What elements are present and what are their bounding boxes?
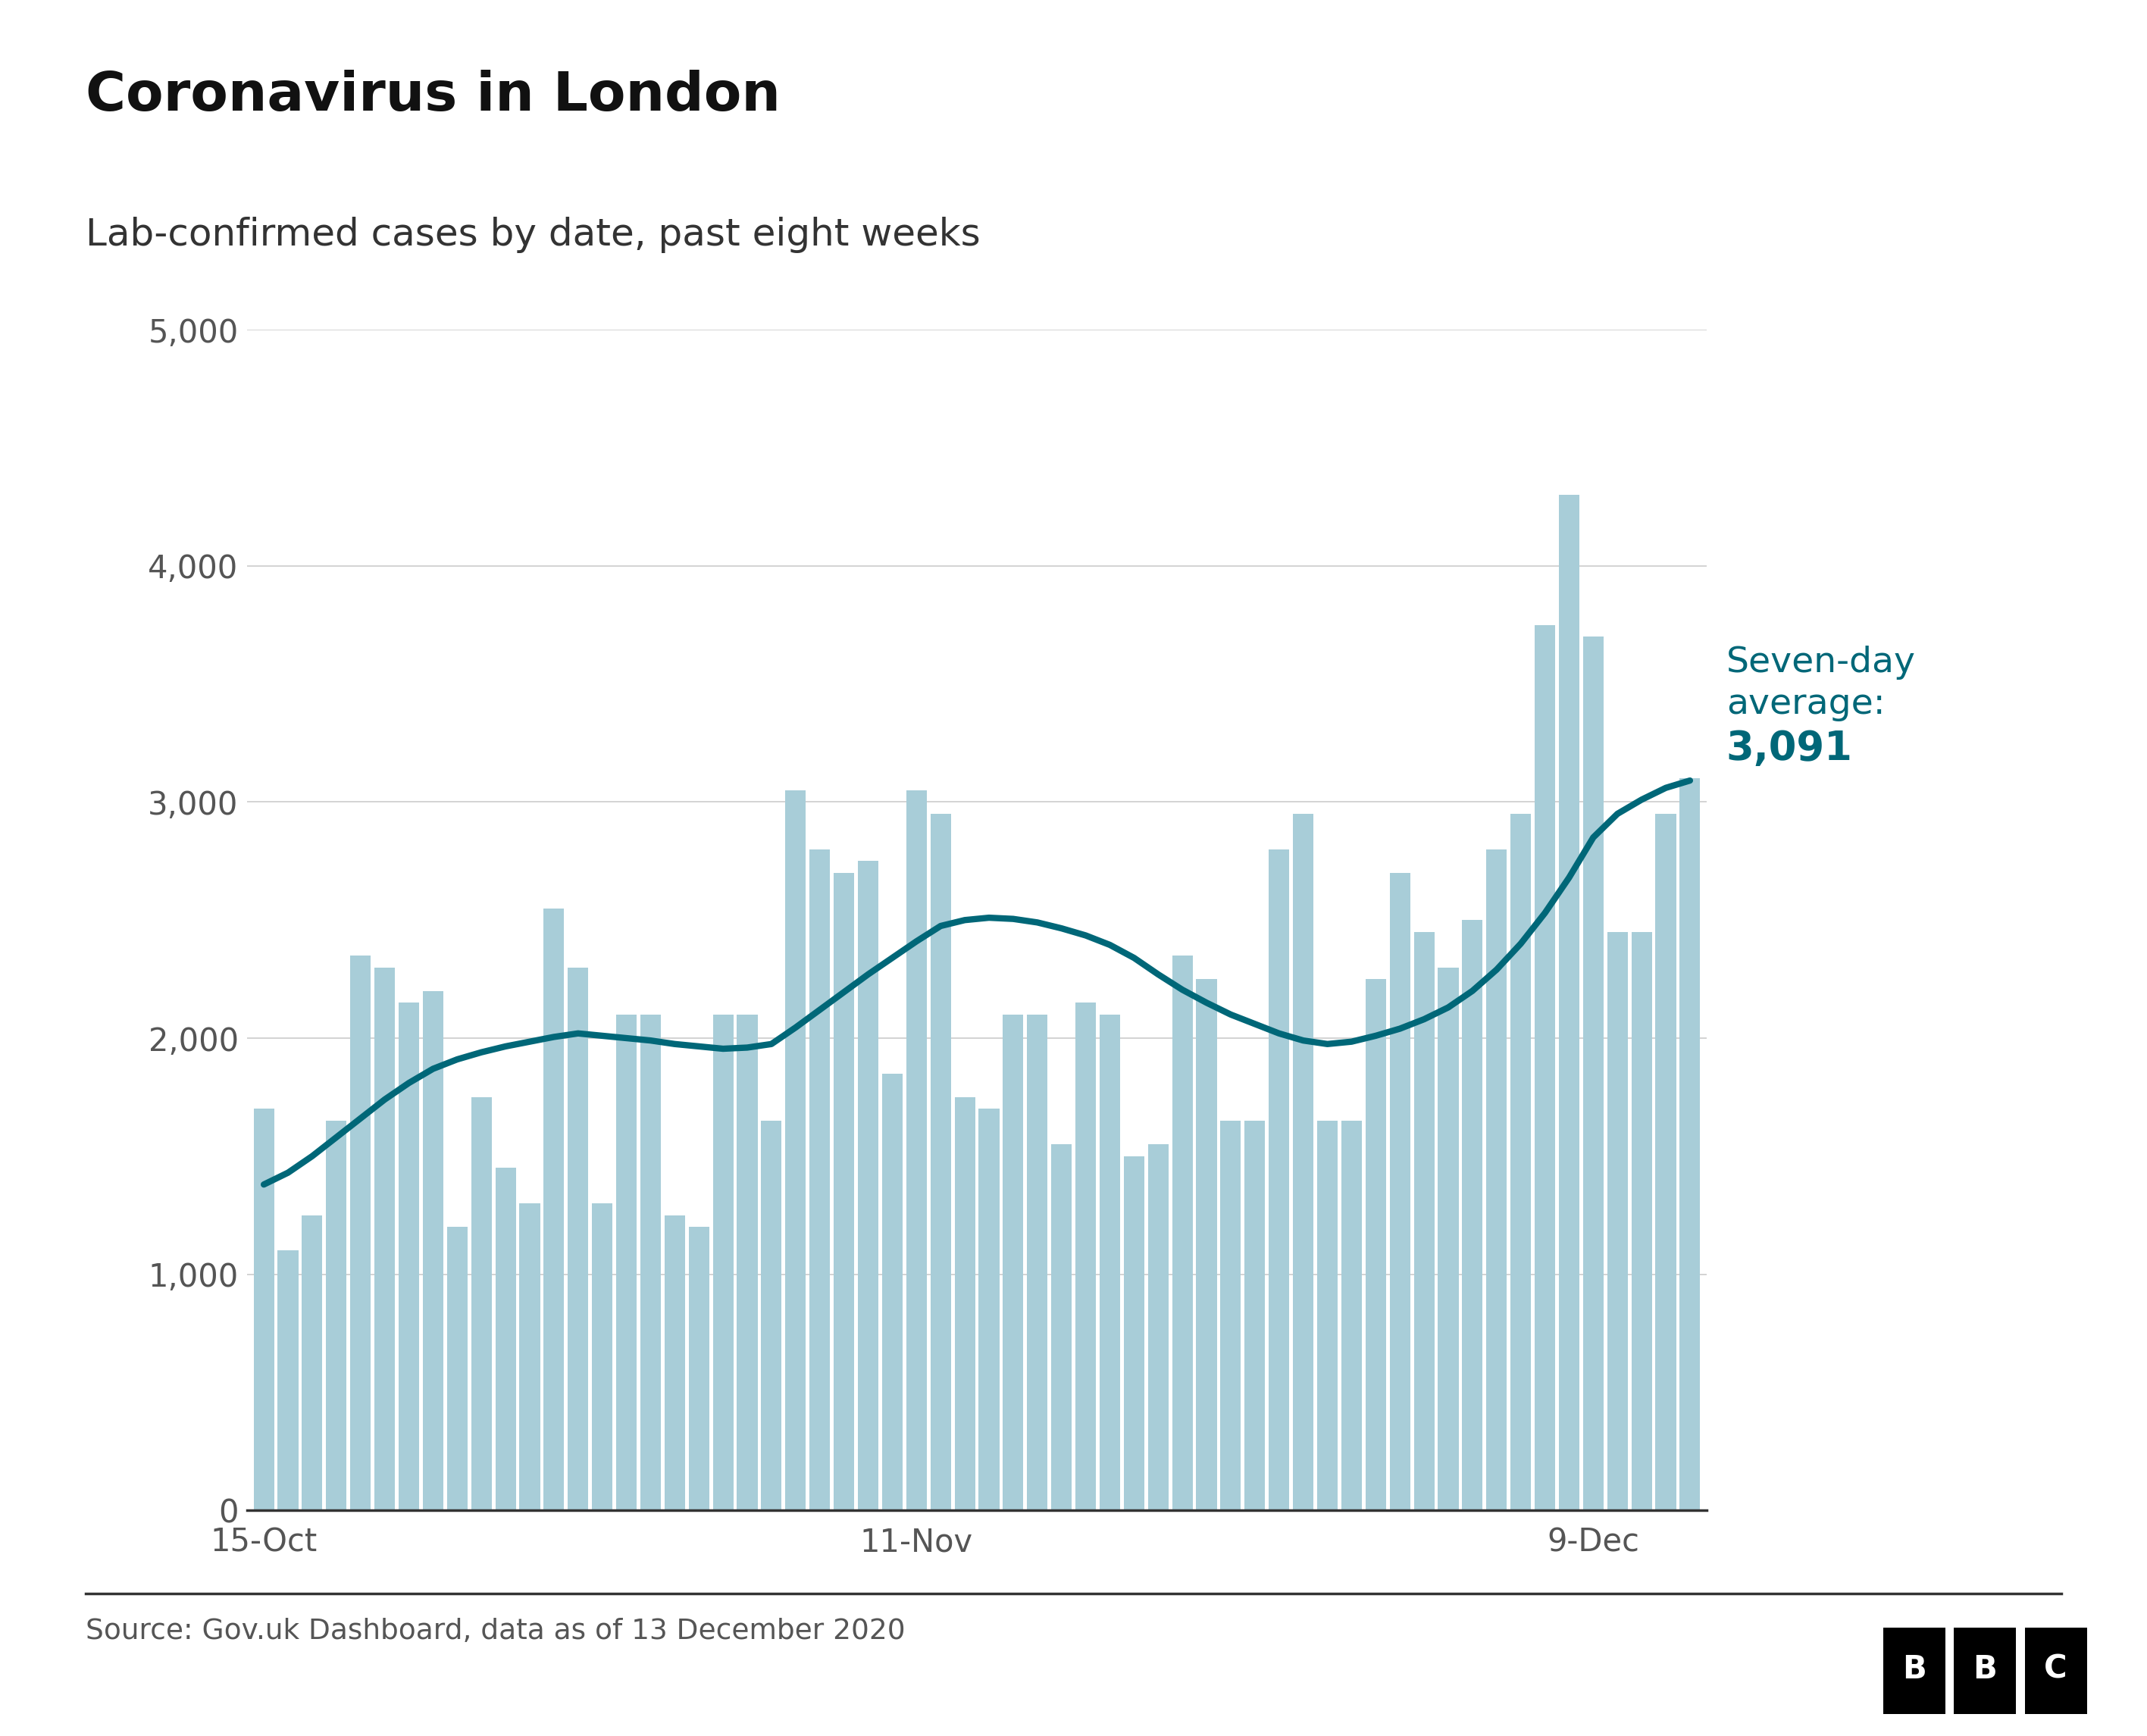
Bar [1196, 979, 1217, 1510]
Bar [1269, 849, 1290, 1510]
Bar [593, 1203, 612, 1510]
Bar [786, 790, 805, 1510]
Bar [1608, 932, 1627, 1510]
Bar [1632, 932, 1651, 1510]
Bar [640, 1014, 661, 1510]
Bar [447, 1227, 468, 1510]
Bar [736, 1014, 758, 1510]
Bar [496, 1168, 515, 1510]
Bar [955, 1097, 975, 1510]
Bar [1486, 849, 1507, 1510]
Bar [1413, 932, 1434, 1510]
Bar [1219, 1121, 1241, 1510]
Bar [1292, 814, 1314, 1510]
Bar [663, 1215, 685, 1510]
Text: 3,091: 3,091 [1726, 729, 1853, 767]
Bar [882, 1073, 902, 1510]
Bar [1245, 1121, 1265, 1510]
Bar [1003, 1014, 1024, 1510]
Bar [1316, 1121, 1338, 1510]
Text: Lab-confirmed cases by date, past eight weeks: Lab-confirmed cases by date, past eight … [86, 217, 981, 253]
Bar [1438, 967, 1458, 1510]
Bar [1883, 1628, 1945, 1713]
Text: Coronavirus in London: Coronavirus in London [86, 69, 782, 122]
Text: Source: Gov.uk Dashboard, data as of 13 December 2020: Source: Gov.uk Dashboard, data as of 13 … [86, 1618, 906, 1646]
Bar [1535, 625, 1554, 1510]
Bar [1655, 814, 1677, 1510]
Bar [1511, 814, 1531, 1510]
Bar [277, 1250, 298, 1510]
Bar [1389, 873, 1411, 1510]
Bar [326, 1121, 346, 1510]
Bar [253, 1109, 275, 1510]
Bar [762, 1121, 782, 1510]
Bar [350, 955, 371, 1510]
Text: B: B [1973, 1653, 1997, 1686]
Text: C: C [2044, 1653, 2068, 1686]
Bar [1582, 637, 1604, 1510]
Bar [833, 873, 855, 1510]
Bar [543, 908, 565, 1510]
Bar [1123, 1156, 1144, 1510]
Bar [470, 1097, 492, 1510]
Bar [1026, 1014, 1048, 1510]
Bar [979, 1109, 998, 1510]
Bar [906, 790, 928, 1510]
Bar [374, 967, 395, 1510]
Bar [1954, 1628, 2016, 1713]
Bar [1052, 1144, 1071, 1510]
Bar [1365, 979, 1387, 1510]
Bar [1462, 920, 1484, 1510]
Bar [567, 967, 588, 1510]
Bar [303, 1215, 322, 1510]
Bar [520, 1203, 541, 1510]
Bar [2025, 1628, 2087, 1713]
Bar [713, 1014, 734, 1510]
Bar [930, 814, 951, 1510]
Text: B: B [1902, 1653, 1926, 1686]
Bar [1679, 778, 1700, 1510]
Bar [1342, 1121, 1361, 1510]
Bar [399, 1003, 419, 1510]
Bar [1559, 495, 1580, 1510]
Bar [859, 861, 878, 1510]
Bar [616, 1014, 638, 1510]
Bar [1076, 1003, 1095, 1510]
Bar [1172, 955, 1192, 1510]
Bar [423, 991, 442, 1510]
Text: Seven-day
average:: Seven-day average: [1726, 646, 1915, 722]
Bar [1149, 1144, 1168, 1510]
Bar [1099, 1014, 1121, 1510]
Bar [689, 1227, 709, 1510]
Bar [809, 849, 831, 1510]
